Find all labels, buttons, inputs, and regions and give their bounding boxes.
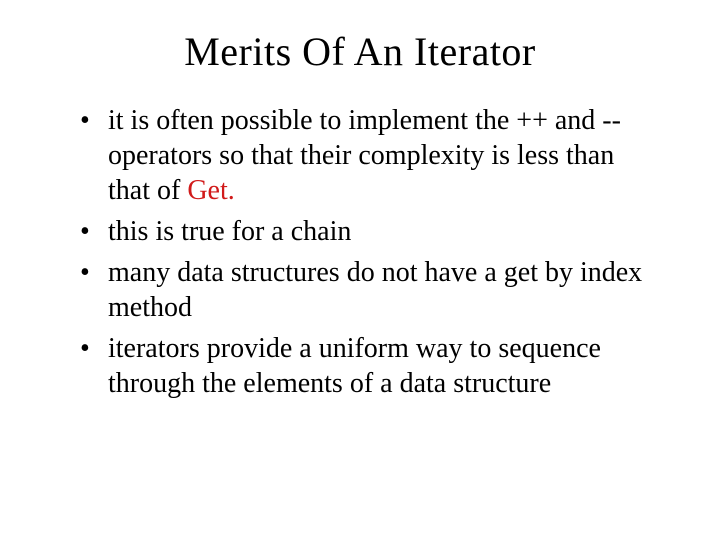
bullet-item: it is often possible to implement the ++…	[80, 103, 660, 208]
bullet-list: it is often possible to implement the ++…	[60, 103, 660, 401]
bullet-item: this is true for a chain	[80, 214, 660, 249]
bullet-item: many data structures do not have a get b…	[80, 255, 660, 325]
bullet-text: iterators provide a uniform way to seque…	[108, 333, 601, 399]
bullet-item: iterators provide a uniform way to seque…	[80, 331, 660, 401]
slide-title: Merits Of An Iterator	[60, 28, 660, 75]
bullet-text: it is often possible to implement the ++…	[108, 105, 621, 206]
accent-text: Get.	[187, 175, 234, 206]
slide: Merits Of An Iterator it is often possib…	[0, 0, 720, 540]
bullet-text: this is true for a chain	[108, 216, 351, 247]
bullet-text: many data structures do not have a get b…	[108, 257, 642, 323]
